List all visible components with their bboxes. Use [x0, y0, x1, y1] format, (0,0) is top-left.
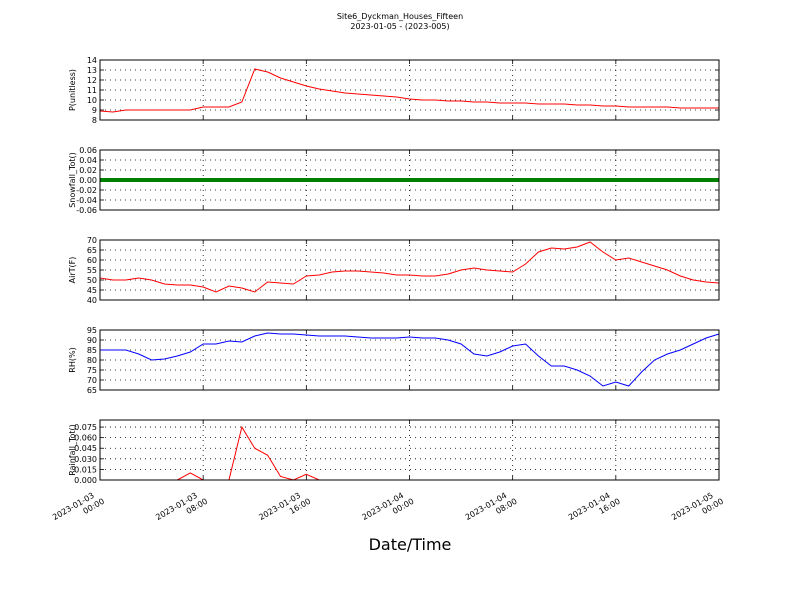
x-tick-label: 2023-01-0308:00 [154, 488, 209, 531]
y-tick-label: 0.02 [79, 166, 97, 175]
x-tick-label: 2023-01-0400:00 [361, 488, 416, 531]
x-axis-label: Date/Time [369, 535, 452, 554]
y-tick-label: 70 [87, 376, 97, 385]
y-axis-label: P(unitless) [68, 69, 77, 111]
y-tick-label: -0.06 [76, 206, 97, 215]
y-tick-label: 0.00 [79, 176, 97, 185]
x-tick-label: 2023-01-0408:00 [464, 488, 519, 531]
y-tick-label: 40 [87, 296, 97, 305]
y-tick-label: 12 [87, 76, 97, 85]
y-tick-label: 70 [87, 236, 97, 245]
y-tick-label: 9 [92, 106, 97, 115]
x-tick-label: 2023-01-0500:00 [670, 488, 725, 531]
y-tick-label: 0.060 [74, 434, 97, 443]
y-tick-label: 13 [87, 66, 97, 75]
y-tick-label: 50 [87, 276, 97, 285]
plot-frame [99, 419, 720, 481]
y-tick-label: 0.075 [74, 423, 97, 432]
y-tick-label: 45 [87, 286, 97, 295]
x-tick-label: 2023-01-0316:00 [257, 488, 312, 531]
y-tick-label: 0.06 [79, 146, 97, 155]
y-tick-label: 0.015 [74, 465, 97, 474]
y-tick-label: 95 [87, 326, 97, 335]
y-tick-label: 0.030 [74, 455, 97, 464]
data-line [100, 332, 720, 387]
y-tick-label: 80 [87, 356, 97, 365]
y-tick-label: 75 [87, 366, 97, 375]
y-axis-label: RH(%) [68, 347, 77, 372]
plot-frame [99, 329, 720, 391]
x-tick-label: 2023-01-0416:00 [567, 488, 622, 531]
y-axis-label: Rainfall_Tot() [68, 424, 77, 476]
y-axis-label: AirT(F) [68, 257, 77, 284]
y-tick-label: 0.045 [74, 444, 97, 453]
y-tick-label: 11 [87, 86, 97, 95]
plot-frame [99, 149, 720, 211]
y-tick-label: 60 [87, 256, 97, 265]
y-tick-label: 55 [87, 266, 97, 275]
y-tick-label: 65 [87, 246, 97, 255]
y-tick-label: 0.000 [74, 476, 97, 485]
y-tick-label: 90 [87, 336, 97, 345]
y-axis-label: Snowfall_Tot() [68, 152, 77, 208]
y-tick-label: -0.04 [76, 196, 97, 205]
y-tick-label: 65 [87, 386, 97, 395]
data-line [99, 68, 719, 113]
y-tick-label: 14 [87, 56, 97, 65]
y-tick-label: 85 [87, 346, 97, 355]
y-tick-label: 0.04 [79, 156, 97, 165]
chart-subtitle: 2023-01-05 - (2023-005) [350, 22, 449, 31]
plot-frame [99, 239, 720, 301]
y-tick-label: 10 [87, 96, 97, 105]
y-tick-label: -0.02 [76, 186, 97, 195]
y-tick-label: 8 [92, 116, 97, 125]
chart-title: Site6_Dyckman_Houses_Fifteen [337, 12, 463, 21]
plot-frame [99, 59, 720, 121]
x-tick-label: 2023-01-0300:00 [51, 488, 106, 531]
data-line [99, 241, 720, 293]
